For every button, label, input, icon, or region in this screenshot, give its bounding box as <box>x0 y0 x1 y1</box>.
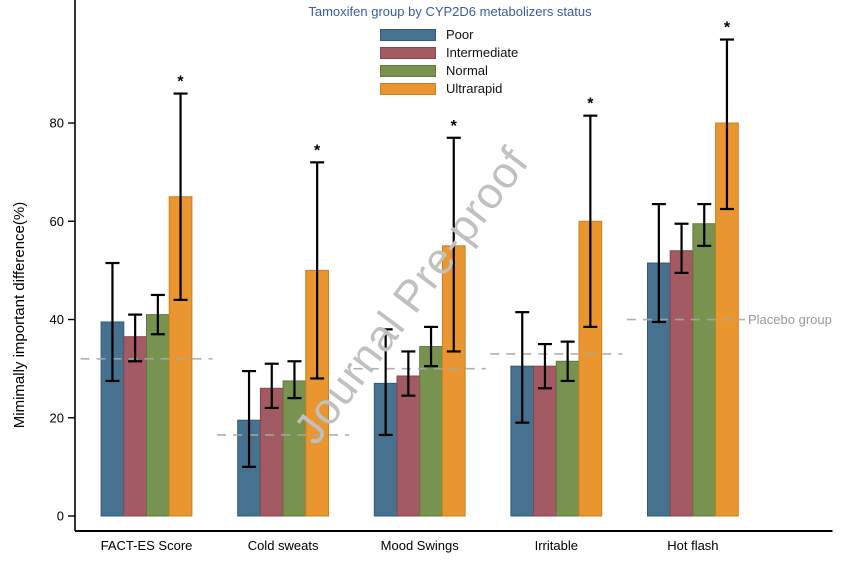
legend-label: Normal <box>446 63 488 78</box>
legend-item-poor: Poor <box>380 28 518 41</box>
intermediate-color-swatch <box>380 46 436 59</box>
legend-label: Intermediate <box>446 45 519 60</box>
bar <box>396 375 421 517</box>
bar <box>419 346 443 517</box>
legend-item-intermediate: Intermediate <box>380 46 518 59</box>
y-axis-label: Mimimally important difference(%) <box>11 201 28 429</box>
ultrarapid-color-swatch <box>380 82 436 95</box>
significance-asterisk: * <box>724 20 731 37</box>
x-category-label: Irritable <box>535 538 578 553</box>
poor-color-swatch <box>380 28 436 41</box>
legend-item-ultrarapid: Ultrarapid <box>380 82 518 95</box>
legend-label: Ultrarapid <box>446 81 503 96</box>
x-category-label: Cold sweats <box>248 538 319 553</box>
significance-asterisk: * <box>587 96 594 113</box>
legend-item-normal: Normal <box>380 64 518 77</box>
normal-color-swatch <box>380 64 436 77</box>
bar <box>123 336 148 517</box>
y-tick-label: 40 <box>50 312 64 327</box>
bar <box>669 250 694 517</box>
y-tick-label: 20 <box>50 410 64 425</box>
x-category-label: Mood Swings <box>381 538 460 553</box>
legend-title: Tamoxifen group by CYP2D6 metabolizers s… <box>308 4 592 19</box>
significance-asterisk: * <box>314 142 321 159</box>
significance-asterisk: * <box>177 74 184 91</box>
legend-label: Poor <box>446 27 474 42</box>
significance-asterisk: * <box>451 118 458 135</box>
placebo-line-label: Placebo group <box>748 312 832 327</box>
bar <box>555 360 580 517</box>
y-tick-label: 60 <box>50 214 64 229</box>
x-category-label: FACT-ES Score <box>101 538 193 553</box>
bar <box>146 314 170 517</box>
legend-items: Poor Intermediate Normal Ultrarapid <box>380 28 518 95</box>
x-category-label: Hot flash <box>667 538 718 553</box>
y-tick-label: 0 <box>57 509 64 524</box>
y-tick-label: 80 <box>50 116 64 131</box>
bar <box>692 223 717 517</box>
